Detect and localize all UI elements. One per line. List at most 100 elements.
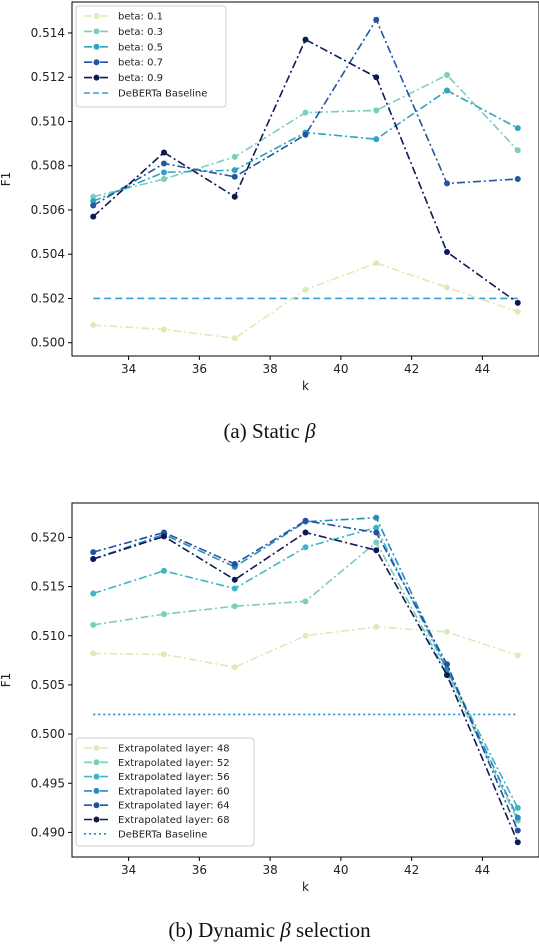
data-point [160,176,167,182]
data-point [444,284,451,291]
x-tick-label: 34 [121,362,136,376]
data-point [90,556,97,563]
data-point [231,173,238,180]
legend-marker [93,59,100,66]
data-point [373,547,380,554]
data-point [90,621,97,628]
legend-label: Extrapolated layer: 48 [118,744,230,755]
data-point [231,560,238,567]
data-point [160,326,167,333]
x-tick-label: 40 [333,863,348,877]
chart-static-beta: 34 36 38 40 42 44 0.500 0.502 0.504 0.506 0.508 0.5… [0,1,539,393]
y-tick-label: 0.490 [31,825,65,839]
legend-marker [93,802,100,809]
data-point [444,249,451,256]
chart-dynamic-beta: 34 36 38 40 42 44 0.490 0.495 0.500 0.505 0.510 0.5… [0,502,539,894]
data-point [514,652,521,659]
x-tick-label: 38 [262,362,277,376]
legend-marker [93,759,100,766]
data-point [514,814,521,821]
legend-marker [93,787,100,794]
data-point [302,36,309,43]
x-tick-label: 40 [333,362,348,376]
data-point [160,149,167,156]
data-point [302,109,309,116]
data-point [302,632,309,639]
caption-dynamic-beta: (b) Dynamic β selection [168,918,371,942]
data-point [373,623,380,630]
y-tick-label: 0.504 [31,247,65,261]
data-point [231,576,238,583]
data-point [373,107,380,114]
data-point [514,839,521,846]
data-point [90,202,97,209]
x-axis-label: k [302,880,309,894]
plot-frame [71,1,539,357]
x-tick-label: 38 [262,863,277,877]
data-point [231,335,238,342]
data-point [514,176,521,182]
y-tick-label: 0.510 [31,629,65,643]
y-axis-label: F1 [0,673,13,688]
y-tick-label: 0.515 [31,580,65,594]
y-tick-label: 0.512 [31,70,65,84]
data-point [373,539,380,546]
data-point [373,16,380,23]
data-point [90,549,97,556]
data-point [231,603,238,610]
data-point [90,193,97,200]
data-point [160,169,167,176]
data-point [231,193,238,200]
data-point [90,213,97,220]
data-point [514,827,521,834]
y-tick-label: 0.520 [31,530,65,544]
data-point [302,544,309,551]
caption-static-beta: (a) Static β [223,419,316,443]
legend-marker [93,74,100,81]
data-point [90,198,97,205]
data-point [373,529,380,536]
legend-label: beta: 0.7 [118,58,163,69]
data-point [160,160,167,167]
y-tick-label: 0.505 [31,678,65,692]
y-tick-label: 0.508 [31,159,65,173]
data-point [514,308,521,315]
y-tick-label: 0.500 [31,336,65,350]
data-point [231,664,238,671]
legend-label: beta: 0.5 [118,42,163,53]
y-tick-label: 0.510 [31,114,65,128]
data-point [514,125,521,132]
data-point [514,147,521,154]
y-tick-label: 0.502 [31,291,65,305]
x-tick-label: 42 [404,863,419,877]
data-point [444,180,451,187]
data-point [302,598,309,605]
data-point [444,72,451,79]
x-tick-label: 44 [475,863,490,877]
y-tick-label: 0.500 [31,727,65,741]
legend-marker [93,745,100,751]
legend-label: beta: 0.9 [118,73,163,84]
x-tick-label: 36 [192,863,207,877]
y-tick-label: 0.514 [31,26,65,40]
data-point [444,87,451,94]
legend-marker [93,816,100,823]
legend-label: beta: 0.3 [118,27,163,38]
data-point [444,661,451,668]
legend-marker [93,43,100,50]
data-point [302,517,309,524]
data-point [514,804,521,811]
legend-label: Extrapolated layer: 64 [118,801,230,812]
data-point [231,585,238,592]
data-point [231,153,238,160]
y-tick-label: 0.495 [31,776,65,790]
x-tick-label: 34 [121,863,136,877]
legend-label: DeBERTa Baseline [118,89,207,100]
data-point [373,74,380,81]
data-point [302,131,309,138]
x-axis-label: k [302,379,309,393]
legend-box [75,737,255,847]
x-tick-label: 36 [192,362,207,376]
legend-label: Extrapolated layer: 60 [118,786,230,797]
data-point [444,666,451,673]
